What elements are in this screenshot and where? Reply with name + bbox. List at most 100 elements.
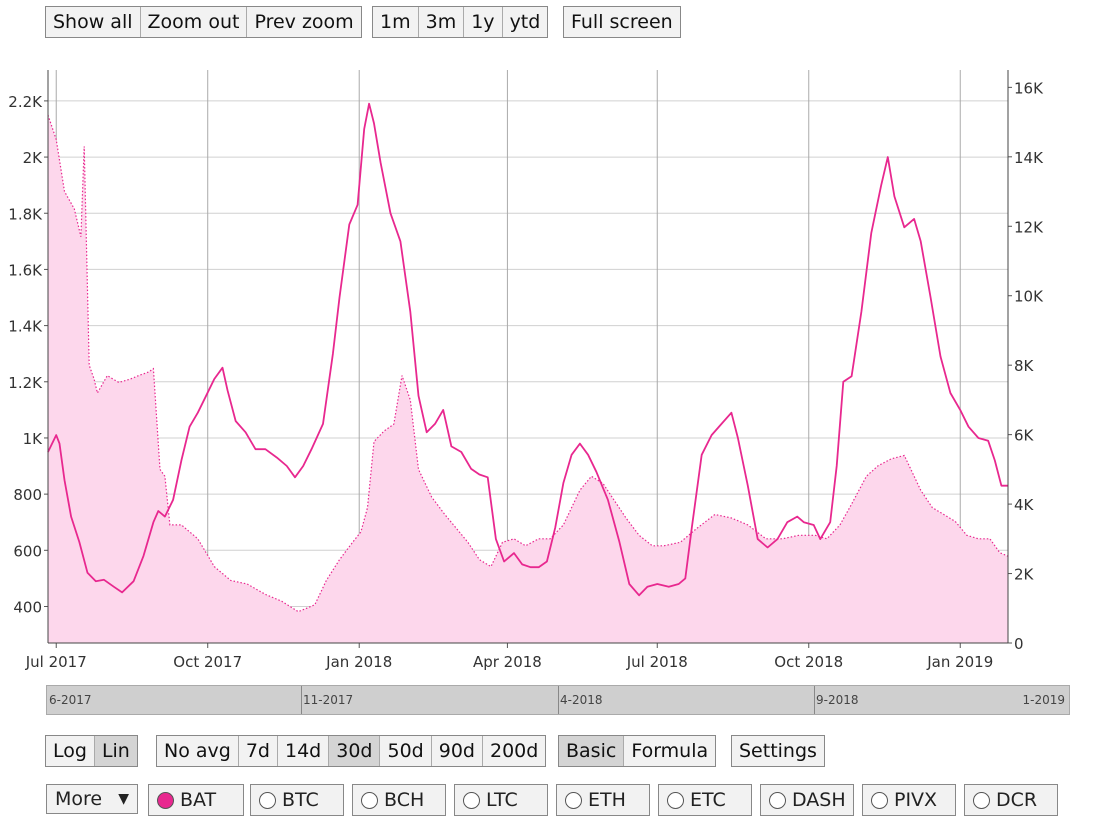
- price-line: [47, 102, 1008, 597]
- navigator-tick: [301, 686, 302, 714]
- no-avg-button[interactable]: No avg: [157, 736, 239, 766]
- area-fill: [48, 115, 1008, 644]
- y-right-tick-label: 4K: [1014, 496, 1035, 514]
- y-right-tick-label: 6K: [1014, 427, 1035, 445]
- navigator-label: 9-2018: [816, 693, 859, 707]
- radio-icon: [769, 791, 786, 809]
- navigator-tick: [814, 686, 815, 714]
- axes: [44, 70, 1012, 648]
- coin-label: LTC: [486, 789, 518, 811]
- y-left-tick-label: 1K: [23, 430, 44, 448]
- settings-group: Settings: [731, 735, 825, 767]
- y-left-tick-label: 1.2K: [8, 374, 43, 392]
- y-left-tick-label: 800: [13, 486, 42, 504]
- x-tick-label: Oct 2017: [173, 653, 242, 670]
- axis-labels: 400 600 800 1K 1.2K 1.4K 1.6K 1.8K 2K 2.2K 0 2K 4K 6K…: [8, 79, 1044, 670]
- fullscreen-group: Full screen: [563, 6, 681, 38]
- avg-7d-button[interactable]: 7d: [238, 736, 278, 766]
- zoom-out-button[interactable]: Zoom out: [140, 7, 248, 37]
- range-1m-button[interactable]: 1m: [373, 7, 419, 37]
- coin-label: ETH: [588, 789, 626, 811]
- log-scale-button[interactable]: Log: [46, 736, 95, 766]
- coin-label: ETC: [690, 789, 726, 811]
- area-series: [47, 114, 1009, 644]
- y-left-tick-label: 1.4K: [8, 318, 43, 336]
- y-right-tick-label: 10K: [1014, 288, 1044, 306]
- y-left-tick-label: 1.8K: [8, 205, 43, 223]
- coin-label: PIVX: [894, 789, 938, 811]
- y-right-tick-label: 14K: [1014, 149, 1044, 167]
- average-button-group: No avg 7d 14d 30d 50d 90d 200d: [156, 735, 547, 767]
- radio-icon: [667, 791, 684, 809]
- x-tick-label: Jul 2017: [25, 653, 87, 670]
- avg-90d-button[interactable]: 90d: [431, 736, 483, 766]
- avg-50d-button[interactable]: 50d: [380, 736, 432, 766]
- radio-icon: [463, 791, 480, 809]
- y-right-tick-label: 8K: [1014, 357, 1035, 375]
- lin-scale-button[interactable]: Lin: [94, 736, 137, 766]
- radio-icon: [361, 791, 378, 809]
- formula-mode-button[interactable]: Formula: [624, 736, 716, 766]
- x-tick-label: Oct 2018: [774, 653, 843, 670]
- avg-30d-button[interactable]: 30d: [329, 736, 381, 766]
- y-right-tick-label: 12K: [1014, 218, 1044, 236]
- y-right-tick-label: 2K: [1014, 566, 1035, 584]
- line-series: [47, 102, 1008, 597]
- coin-option-dcr[interactable]: DCR: [964, 784, 1058, 816]
- x-tick-label: Jan 2019: [926, 653, 993, 670]
- price-chart[interactable]: 400 600 800 1K 1.2K 1.4K 1.6K 1.8K 2K 2.2K 0 2K 4K 6K…: [0, 60, 1119, 670]
- coin-option-etc[interactable]: ETC: [658, 784, 752, 816]
- coin-option-ltc[interactable]: LTC: [454, 784, 548, 816]
- zoom-button-group: Show all Zoom out Prev zoom: [45, 6, 362, 38]
- navigator-label: 11-2017: [303, 693, 354, 707]
- y-left-tick-label: 600: [13, 542, 42, 560]
- x-tick-label: Jul 2018: [626, 653, 688, 670]
- y-right-tick-label: 0: [1014, 635, 1024, 653]
- coin-option-dash[interactable]: DASH: [760, 784, 854, 816]
- navigator-label: 4-2018: [560, 693, 603, 707]
- radio-icon: [973, 791, 990, 809]
- coin-option-btc[interactable]: BTC: [250, 784, 344, 816]
- range-button-group: 1m 3m 1y ytd: [372, 6, 549, 38]
- show-all-button[interactable]: Show all: [46, 7, 141, 37]
- coin-option-bat[interactable]: BAT: [148, 784, 244, 816]
- coin-label: DASH: [792, 789, 846, 811]
- coin-option-eth[interactable]: ETH: [556, 784, 650, 816]
- x-tick-label: Apr 2018: [473, 653, 542, 670]
- range-navigator[interactable]: 6-2017 11-2017 4-2018 9-2018 1-2019: [46, 685, 1070, 715]
- y-left-tick-label: 2K: [23, 149, 44, 167]
- radio-selected-icon: [157, 791, 174, 809]
- y-left-tick-label: 400: [13, 598, 42, 616]
- radio-icon: [871, 791, 888, 809]
- x-tick-label: Jan 2018: [325, 653, 392, 670]
- navigator-label: 1-2019: [1022, 693, 1065, 707]
- coin-label: DCR: [996, 789, 1038, 811]
- coin-label: BAT: [180, 789, 217, 811]
- area-outline: [47, 114, 1009, 613]
- radio-icon: [259, 791, 276, 809]
- navigator-label: 6-2017: [49, 693, 92, 707]
- range-3m-button[interactable]: 3m: [418, 7, 465, 37]
- full-screen-button[interactable]: Full screen: [564, 7, 680, 37]
- basic-mode-button[interactable]: Basic: [559, 736, 625, 766]
- radio-icon: [565, 791, 582, 809]
- range-ytd-button[interactable]: ytd: [502, 7, 548, 37]
- coin-label: BCH: [384, 789, 425, 811]
- chevron-down-icon: ▼: [118, 791, 129, 807]
- y-right-tick-label: 16K: [1014, 79, 1044, 97]
- coin-label: BTC: [282, 789, 319, 811]
- avg-200d-button[interactable]: 200d: [482, 736, 546, 766]
- range-1y-button[interactable]: 1y: [464, 7, 503, 37]
- settings-button[interactable]: Settings: [732, 736, 824, 766]
- coin-option-bch[interactable]: BCH: [352, 784, 446, 816]
- y-left-tick-label: 1.6K: [8, 261, 43, 279]
- prev-zoom-button[interactable]: Prev zoom: [247, 7, 361, 37]
- navigator-tick: [558, 686, 559, 714]
- more-select[interactable]: More ▼: [46, 784, 138, 814]
- y-left-tick-label: 2.2K: [8, 93, 43, 111]
- more-select-value: More: [55, 788, 103, 810]
- coin-option-pivx[interactable]: PIVX: [862, 784, 956, 816]
- mode-button-group: Basic Formula: [558, 735, 717, 767]
- avg-14d-button[interactable]: 14d: [277, 736, 330, 766]
- scale-button-group: Log Lin: [45, 735, 138, 767]
